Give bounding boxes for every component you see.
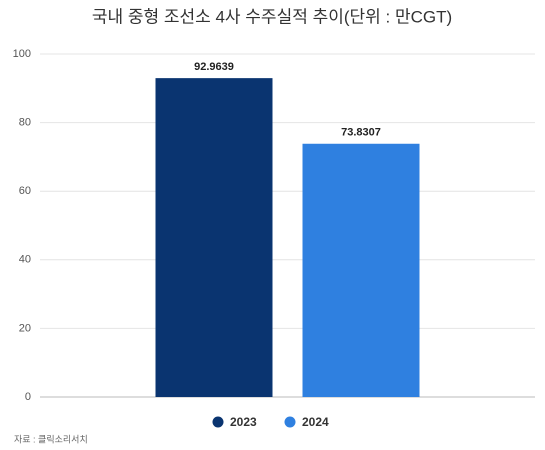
- data-label: 73.8307: [341, 127, 381, 139]
- y-tick-label: 100: [13, 48, 31, 60]
- y-tick-label: 0: [25, 391, 31, 403]
- y-tick-label: 60: [19, 185, 31, 197]
- legend-marker: [284, 416, 296, 428]
- chart-title: 국내 중형 조선소 4사 수주실적 추이(단위 : 만CGT): [92, 7, 452, 26]
- legend-label: 2024: [302, 415, 329, 429]
- bar: [155, 78, 273, 397]
- legend-label: 2023: [230, 415, 257, 429]
- y-tick-label: 40: [19, 254, 31, 266]
- y-tick-label: 20: [19, 322, 31, 334]
- y-tick-label: 80: [19, 117, 31, 129]
- source-note: 자료 : 클릭소리서치: [14, 433, 88, 444]
- bar: [302, 143, 420, 397]
- data-label: 92.9639: [194, 61, 234, 73]
- legend-marker: [212, 416, 224, 428]
